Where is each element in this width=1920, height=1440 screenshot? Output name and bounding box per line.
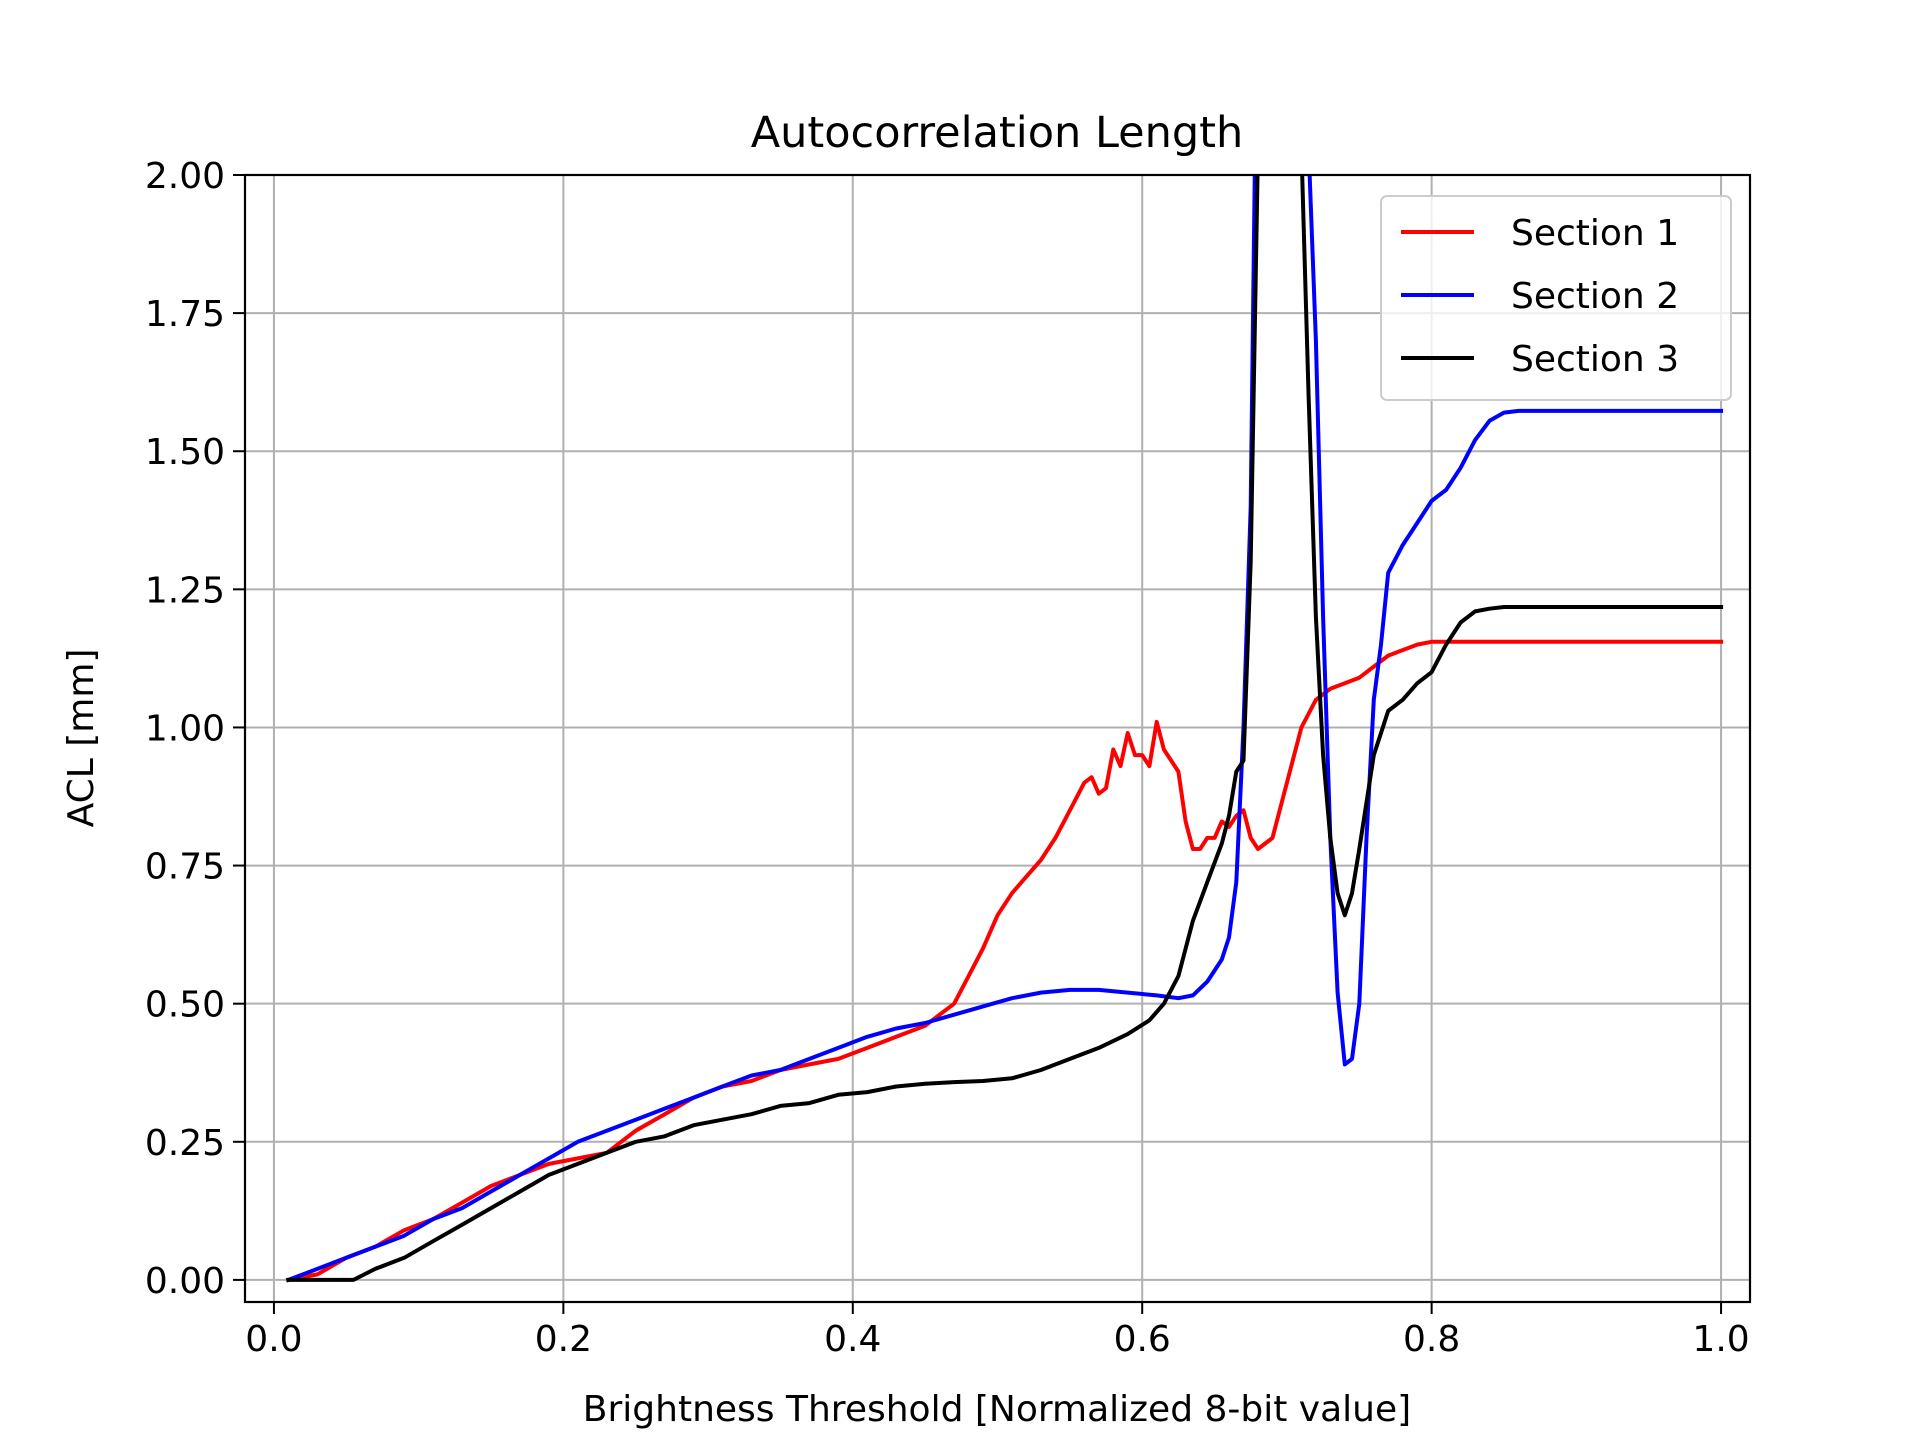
series-line-3: [286, 175, 1724, 1282]
legend-frame: [1380, 195, 1732, 401]
x-tick-label: 0.4: [824, 1319, 881, 1360]
plot-frame: [243, 173, 1752, 1304]
x-axis-ticks: 0.0 0.2 0.4 0.6 0.8 1.0: [245, 1302, 1750, 1360]
legend-label-1: Section 1: [1511, 213, 1679, 254]
legend-label-2: Section 2: [1511, 276, 1679, 317]
series-layer: [285, 175, 1724, 1283]
x-tick-label: 0.6: [1114, 1319, 1171, 1360]
y-tick-label: 0.50: [145, 985, 225, 1026]
x-tick-label: 0.0: [245, 1319, 302, 1360]
y-tick-label: 0.00: [145, 1261, 225, 1302]
legend-label-3: Section 3: [1511, 339, 1679, 380]
legend: Section 1 Section 2 Section 3: [1380, 195, 1732, 401]
y-tick-label: 0.25: [145, 1123, 225, 1164]
y-tick-label: 1.00: [145, 708, 225, 749]
y-axis-ticks: 0.00 0.25 0.50 0.75 1.00 1.25 1.50 1.75 2.00: [145, 156, 245, 1302]
y-tick-label: 1.25: [145, 570, 225, 611]
y-tick-label: 2.00: [145, 156, 225, 197]
y-axis-label: ACL [mm]: [61, 649, 102, 828]
chart-title: Autocorrelation Length: [751, 108, 1244, 158]
y-tick-label: 0.75: [145, 847, 225, 888]
y-tick-label: 1.50: [145, 432, 225, 473]
x-tick-label: 0.8: [1403, 1319, 1460, 1360]
x-tick-label: 1.0: [1692, 1319, 1749, 1360]
x-axis-label: Brightness Threshold [Normalized 8-bit v…: [583, 1389, 1411, 1430]
x-tick-label: 0.2: [535, 1319, 592, 1360]
y-tick-label: 1.75: [145, 294, 225, 335]
